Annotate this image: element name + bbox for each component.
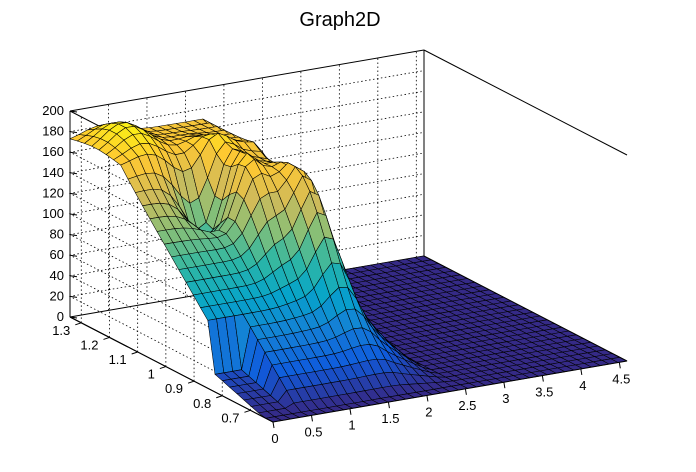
x-tick-label: 2.5: [458, 398, 476, 413]
z-tick-label: 0: [57, 309, 64, 324]
x-tick: [310, 415, 313, 422]
x-tick: [541, 375, 544, 382]
y-tick-label: 0.8: [193, 396, 211, 411]
y-tick-label: 0.9: [165, 381, 183, 396]
surface-mesh: [69, 118, 628, 423]
x-tick-label: 0: [271, 431, 278, 446]
z-tick: [69, 192, 78, 195]
x-tick-label: 4.5: [612, 371, 630, 386]
z-tick: [69, 110, 78, 113]
z-tick: [69, 254, 78, 257]
y-tick: [216, 395, 223, 399]
z-tick: [69, 172, 78, 175]
frame-edge: [272, 360, 628, 423]
x-tick: [426, 395, 429, 402]
y-tick: [75, 322, 82, 326]
z-tick: [69, 295, 78, 298]
x-tick: [349, 408, 352, 415]
z-tick: [69, 213, 78, 216]
z-tick: [69, 131, 78, 134]
z-tick-label: 60: [50, 247, 64, 262]
y-tick: [187, 380, 195, 384]
x-tick-label: 4: [579, 378, 586, 393]
frame-edge: [69, 49, 425, 112]
x-axis: 0 0.5 1 1.5 2 2.5 3 3.5 4 4.5: [271, 362, 630, 446]
y-tick-label: 0.7: [221, 410, 239, 425]
y-tick-label: 1.2: [80, 337, 98, 352]
x-tick-label: 0.5: [304, 424, 322, 439]
z-tick-label: 100: [42, 206, 64, 221]
y-tick-label: 1.3: [52, 323, 70, 338]
y-axis: 0.7 0.8 0.9 1 1.1 1.2 1.3: [52, 322, 251, 425]
x-tick: [580, 368, 583, 376]
chart-title: Graph2D: [299, 9, 380, 31]
y-tick-label: 1.1: [109, 352, 127, 367]
frame-edge: [423, 49, 628, 156]
x-tick-label: 1: [348, 418, 355, 433]
z-tick-label: 40: [50, 268, 64, 283]
y-tick: [159, 366, 167, 370]
x-tick: [387, 402, 390, 409]
z-tick-label: 200: [42, 103, 64, 118]
frame-front: [69, 255, 628, 423]
frame-edge: [69, 316, 274, 423]
z-tick: [69, 316, 78, 319]
x-tick: [272, 421, 275, 429]
frame-edge: [423, 255, 628, 362]
z-tick: [69, 275, 78, 278]
y-tick: [131, 351, 138, 355]
z-tick-label: 80: [50, 227, 64, 242]
x-tick-label: 2: [425, 404, 432, 419]
z-axis: 0 20 40 60 80 100 120 140 160 180 200: [42, 103, 78, 324]
x-tick: [503, 382, 506, 389]
z-tick-label: 20: [50, 288, 64, 303]
z-tick-label: 140: [42, 165, 64, 180]
x-tick-label: 3: [502, 391, 509, 406]
x-tick-label: 1.5: [381, 411, 399, 426]
z-tick: [69, 234, 78, 237]
x-tick-label: 3.5: [535, 385, 553, 400]
z-tick-label: 160: [42, 144, 64, 159]
x-tick: [618, 362, 621, 369]
x-tick: [464, 388, 467, 395]
z-tick-label: 120: [42, 185, 64, 200]
y-tick-label: 1: [148, 367, 155, 382]
y-tick: [103, 336, 110, 340]
z-tick: [69, 151, 78, 154]
y-tick: [244, 409, 251, 413]
z-tick-label: 180: [42, 124, 64, 139]
